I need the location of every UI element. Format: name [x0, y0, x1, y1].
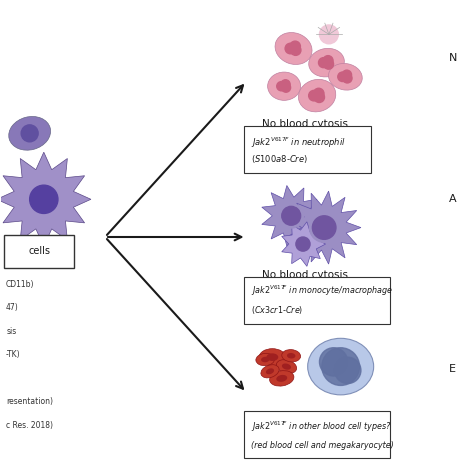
Ellipse shape [299, 80, 336, 112]
Ellipse shape [261, 357, 270, 362]
Text: 47): 47) [6, 303, 19, 312]
Ellipse shape [270, 371, 294, 386]
Circle shape [21, 125, 38, 142]
FancyBboxPatch shape [244, 126, 371, 173]
Ellipse shape [266, 353, 278, 361]
Circle shape [323, 55, 333, 66]
Circle shape [277, 82, 286, 91]
Circle shape [338, 72, 347, 82]
Text: c Res. 2018): c Res. 2018) [6, 421, 53, 430]
Circle shape [296, 237, 310, 251]
Circle shape [314, 92, 325, 102]
Text: cells: cells [28, 246, 50, 256]
Text: E: E [449, 364, 456, 374]
Circle shape [335, 357, 361, 383]
Circle shape [342, 70, 352, 80]
Circle shape [279, 203, 303, 228]
Text: N: N [449, 53, 457, 63]
Ellipse shape [9, 117, 51, 150]
Text: No blood cytosis: No blood cytosis [262, 119, 348, 129]
Text: sis: sis [6, 327, 16, 336]
FancyBboxPatch shape [244, 411, 390, 458]
Text: (red blood cell and megakaryocyte): (red blood cell and megakaryocyte) [251, 441, 394, 450]
Ellipse shape [259, 349, 285, 365]
Polygon shape [282, 222, 326, 266]
Polygon shape [289, 191, 361, 264]
Text: No blood cytosis: No blood cytosis [262, 270, 348, 280]
Circle shape [319, 58, 328, 68]
Circle shape [310, 213, 339, 242]
Circle shape [24, 179, 64, 219]
Circle shape [324, 59, 334, 69]
Ellipse shape [309, 48, 344, 77]
Text: $(Cx3cr1$-$Cre)$: $(Cx3cr1$-$Cre)$ [251, 304, 303, 316]
Circle shape [313, 88, 324, 99]
Ellipse shape [261, 365, 279, 378]
Text: $Jak2^{V617F}$ in monocyte/macrophage: $Jak2^{V617F}$ in monocyte/macrophage [251, 284, 393, 299]
Ellipse shape [256, 353, 274, 365]
Ellipse shape [266, 368, 274, 374]
Ellipse shape [328, 64, 362, 90]
Ellipse shape [308, 338, 374, 395]
FancyBboxPatch shape [244, 277, 390, 324]
Circle shape [319, 25, 338, 44]
Text: resentation): resentation) [6, 397, 53, 406]
Ellipse shape [268, 72, 301, 100]
Ellipse shape [287, 353, 295, 358]
Circle shape [285, 43, 296, 54]
Circle shape [282, 206, 301, 225]
Ellipse shape [276, 360, 297, 374]
Text: $(S100a8$-$Cre)$: $(S100a8$-$Cre)$ [251, 153, 308, 165]
Text: A: A [449, 194, 456, 204]
FancyBboxPatch shape [4, 235, 74, 268]
Ellipse shape [276, 375, 287, 382]
Ellipse shape [275, 33, 312, 64]
Circle shape [282, 83, 291, 92]
Text: -TK): -TK) [6, 350, 21, 359]
Polygon shape [0, 152, 91, 246]
Circle shape [294, 235, 312, 253]
Circle shape [312, 216, 336, 239]
Circle shape [30, 185, 58, 213]
Ellipse shape [282, 364, 291, 370]
Text: $Jak2^{V617F}$ in other blood cell types?: $Jak2^{V617F}$ in other blood cell types… [251, 419, 392, 434]
Text: $Jak2^{V617F}$ in neutrophil: $Jak2^{V617F}$ in neutrophil [251, 136, 346, 150]
Circle shape [322, 348, 359, 385]
Circle shape [309, 91, 319, 101]
Ellipse shape [282, 350, 301, 362]
Circle shape [343, 73, 352, 83]
Polygon shape [262, 185, 322, 246]
Circle shape [290, 41, 301, 52]
Circle shape [319, 348, 348, 376]
Circle shape [281, 80, 290, 89]
Circle shape [291, 45, 301, 55]
Text: CD11b): CD11b) [6, 280, 35, 289]
